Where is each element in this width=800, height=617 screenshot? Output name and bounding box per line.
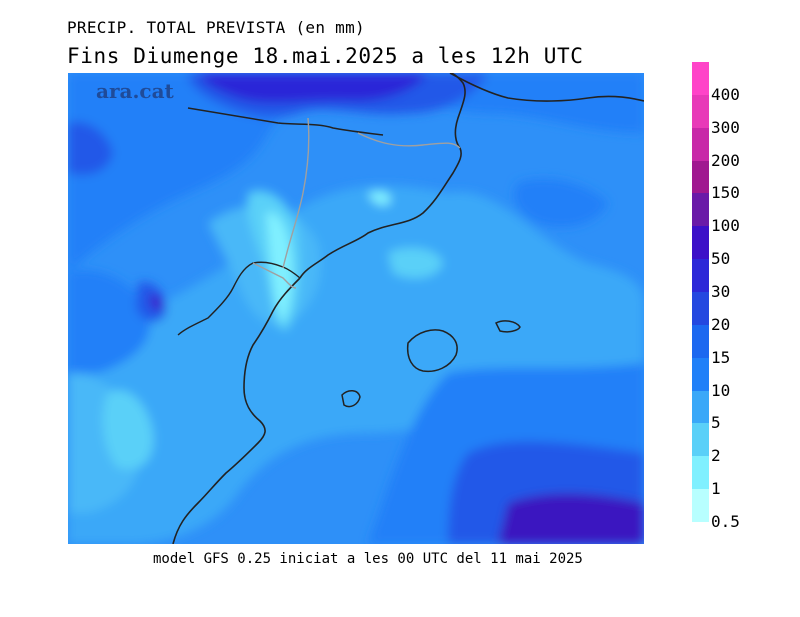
legend-swatch-7 bbox=[692, 292, 709, 326]
coastline bbox=[172, 73, 466, 544]
legend-swatch-6 bbox=[692, 259, 709, 293]
legend-swatch-10 bbox=[692, 390, 709, 424]
legend-label: 200 bbox=[711, 150, 740, 170]
legend-swatch-5 bbox=[692, 226, 709, 260]
legend-label: 30 bbox=[711, 282, 731, 301]
legend-label: 100 bbox=[711, 216, 740, 236]
legend-swatch-4 bbox=[692, 193, 709, 227]
legend-label: 50 bbox=[711, 249, 731, 269]
mallorca-outline bbox=[406, 329, 458, 373]
legend-swatch-13 bbox=[692, 489, 709, 523]
legend-label: 10 bbox=[711, 380, 731, 400]
legend-swatch-2 bbox=[692, 127, 709, 162]
eivissa-outline bbox=[341, 390, 361, 408]
pyrenees-border bbox=[187, 107, 384, 136]
precipitation-map bbox=[68, 73, 644, 544]
legend-label: 0.5 bbox=[711, 512, 740, 531]
legend-label: 400 bbox=[711, 84, 740, 104]
legend-swatch-1 bbox=[692, 94, 709, 129]
legend-label: 2 bbox=[711, 446, 721, 466]
legend-label: 15 bbox=[711, 347, 731, 367]
legend-swatch-0 bbox=[692, 62, 709, 96]
menorca-outline bbox=[494, 320, 521, 333]
map-canvas bbox=[68, 73, 644, 544]
map-title: PRECIP. TOTAL PREVISTA (en mm) bbox=[67, 18, 365, 37]
legend-label: 300 bbox=[711, 117, 740, 137]
legend-swatch-11 bbox=[692, 423, 709, 457]
legend-swatch-8 bbox=[692, 324, 709, 359]
map-subtitle: Fins Diumenge 18.mai.2025 a les 12h UTC bbox=[67, 44, 584, 68]
legend-swatch-9 bbox=[692, 357, 709, 392]
ara-cat-logo: ara.cat bbox=[96, 79, 174, 103]
color-legend bbox=[692, 62, 709, 523]
model-run-caption: model GFS 0.25 iniciat a les 00 UTC del … bbox=[153, 551, 583, 567]
precip-field bbox=[68, 73, 644, 544]
legend-label: 1 bbox=[711, 479, 721, 499]
legend-swatch-12 bbox=[692, 456, 709, 490]
coastline-north bbox=[449, 73, 644, 102]
provincial-border bbox=[282, 117, 461, 269]
legend-label: 150 bbox=[711, 183, 740, 203]
legend-label: 5 bbox=[711, 413, 721, 433]
inland-border bbox=[177, 261, 301, 336]
regional-border bbox=[252, 262, 297, 289]
legend-swatch-3 bbox=[692, 160, 709, 194]
legend-label: 20 bbox=[711, 314, 731, 334]
